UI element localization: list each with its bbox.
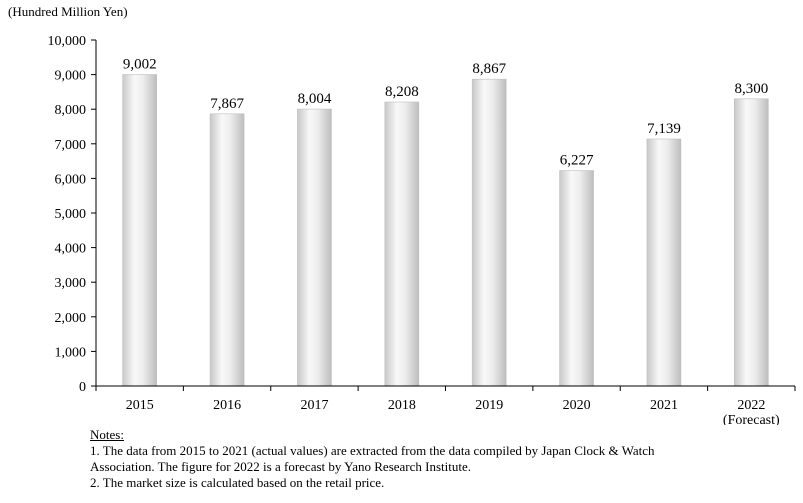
data-label-2019: 8,867 bbox=[472, 61, 506, 77]
y-axis: 0 1,000 2,000 3,000 4,000 5,000 6,000 7,000 8,00… bbox=[48, 34, 97, 395]
x-tick-label: 2019 bbox=[475, 398, 503, 413]
y-tick-label: 2,000 bbox=[55, 311, 87, 326]
data-label-2017: 8,004 bbox=[298, 91, 332, 107]
bar-2021 bbox=[646, 138, 682, 387]
y-tick-label: 6,000 bbox=[55, 172, 87, 187]
y-axis-unit-label: (Hundred Million Yen) bbox=[8, 4, 128, 19]
bar-2022 bbox=[734, 98, 769, 387]
x-axis: 2015 2016 2017 2018 2019 2020 2021 2022(Forecas… bbox=[95, 385, 796, 425]
y-tick-label: 5,000 bbox=[55, 207, 87, 222]
y-tick-label: 10,000 bbox=[48, 34, 87, 49]
note-line-1: 1. The data from 2015 to 2021 (actual va… bbox=[90, 443, 655, 458]
x-tick-label: 2020 bbox=[563, 398, 591, 413]
note-line-3: 2. The market size is calculated based o… bbox=[90, 475, 385, 490]
x-tick-label: 2018 bbox=[388, 398, 416, 413]
y-tick-label: 0 bbox=[79, 380, 86, 395]
bar-2019 bbox=[471, 78, 507, 387]
notes: Notes: 1. The data from 2015 to 2021 (ac… bbox=[90, 427, 790, 491]
data-label-2015: 9,002 bbox=[123, 57, 157, 73]
data-label-2022: 8,300 bbox=[734, 81, 768, 97]
bar-2018 bbox=[384, 101, 420, 387]
y-tick-label: 9,000 bbox=[55, 69, 87, 84]
note-line-2: Association. The figure for 2022 is a fo… bbox=[90, 459, 472, 474]
data-label-2020: 6,227 bbox=[560, 153, 594, 169]
data-label-2021: 7,139 bbox=[647, 121, 681, 137]
y-tick-label: 1,000 bbox=[55, 345, 87, 360]
bars: 9,002 7,867 8,004 8,208 8,867 6,227 7,139 8,300 bbox=[122, 57, 769, 387]
x-tick-sublabel: (Forecast) bbox=[723, 413, 780, 425]
bar-2015 bbox=[122, 74, 157, 387]
x-tick-label: 2017 bbox=[300, 398, 328, 413]
bar-chart: (Hundred Million Yen) 0 1,000 2,000 3,000 4,… bbox=[8, 4, 796, 425]
notes-title: Notes: bbox=[90, 427, 124, 442]
y-tick-label: 8,000 bbox=[55, 103, 87, 118]
y-tick-label: 7,000 bbox=[55, 138, 87, 153]
data-label-2016: 7,867 bbox=[210, 96, 244, 112]
y-tick-label: 3,000 bbox=[55, 276, 87, 291]
y-tick-label: 4,000 bbox=[55, 242, 87, 257]
bar-2016 bbox=[209, 113, 245, 387]
bar-2017 bbox=[297, 108, 332, 387]
x-tick-label: 2022 bbox=[737, 398, 765, 413]
x-tick-label: 2015 bbox=[126, 398, 154, 413]
data-label-2018: 8,208 bbox=[385, 84, 419, 100]
x-tick-label: 2016 bbox=[213, 398, 241, 413]
bar-2020 bbox=[559, 170, 594, 387]
x-tick-label: 2021 bbox=[650, 398, 678, 413]
